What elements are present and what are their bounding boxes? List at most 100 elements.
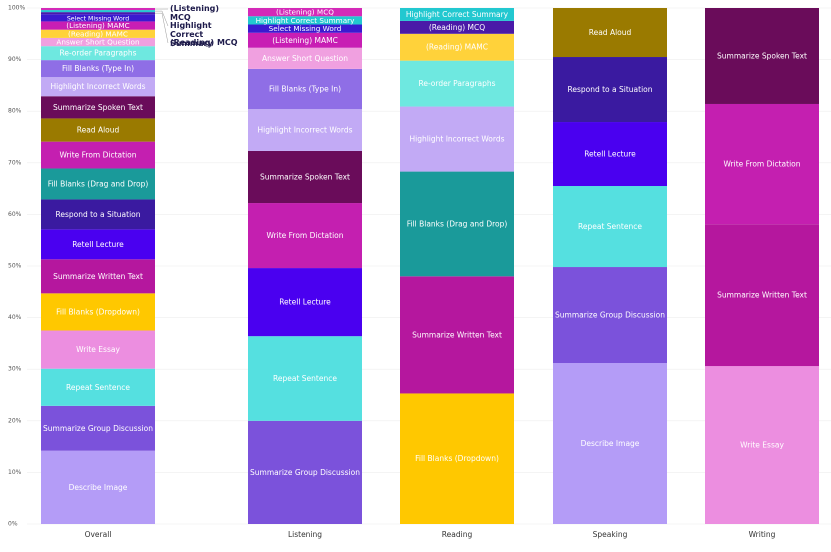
bar-segment: [41, 60, 155, 78]
y-tick-label: 100%: [8, 5, 25, 12]
bar-segment: [41, 14, 155, 22]
callout-label: (Listening) MCQ: [170, 4, 220, 22]
y-tick-label: 60%: [8, 211, 22, 218]
bar-segment: [705, 224, 819, 367]
callout-label: (Reading) MCQ: [170, 38, 238, 47]
bar-segment: [41, 259, 155, 294]
segment-label: Summarize Written Text: [53, 272, 143, 281]
segment-label: Select Missing Word: [269, 24, 342, 33]
segment-label: Highlight Correct Summary: [406, 10, 509, 19]
segment-label: Fill Blanks (Dropdown): [56, 307, 140, 316]
segment-label: Describe Image: [69, 483, 128, 492]
bar-segment: [41, 368, 155, 406]
segment-label: Answer Short Question: [262, 54, 348, 63]
segment-label: Fill Blanks (Type In): [269, 85, 341, 94]
segment-label: Highlight Incorrect Words: [409, 135, 504, 144]
segment-label: Fill Blanks (Drag and Drop): [407, 219, 508, 228]
segment-label: Write From Dictation: [266, 231, 343, 240]
segment-label: Repeat Sentence: [273, 374, 337, 383]
segment-label: Answer Short Question: [56, 38, 139, 47]
bar-segment: [400, 276, 514, 394]
bar-segment: [553, 363, 667, 524]
bar-segment: [400, 393, 514, 524]
bar-segment: [41, 10, 155, 13]
segment-label: Write From Dictation: [59, 151, 136, 160]
y-tick-label: 20%: [8, 417, 22, 424]
segment-label: (Listening) MCQ: [276, 8, 334, 17]
segment-label: (Reading) MAMC: [426, 43, 488, 52]
bar-segment: [400, 60, 514, 107]
segment-label: Summarize Spoken Text: [717, 51, 807, 60]
bar-segment: [553, 186, 667, 268]
bar-segment: [41, 77, 155, 97]
bar-segment: [400, 106, 514, 172]
x-tick-label: Overall: [85, 530, 112, 539]
bar-segment: [41, 37, 155, 47]
bar-segment: [248, 47, 362, 69]
segment-label: Retell Lecture: [72, 240, 124, 249]
bar-segment: [41, 46, 155, 61]
bar-segment: [400, 8, 514, 21]
bar-segment: [553, 8, 667, 58]
x-tick-label: Listening: [288, 530, 322, 539]
segment-label: Retell Lecture: [584, 150, 636, 159]
y-tick-label: 50%: [8, 263, 22, 270]
segment-label: Summarize Written Text: [412, 330, 502, 339]
bar-segment: [248, 68, 362, 110]
segment-label: Re-order Paragraphs: [59, 49, 136, 58]
bar-segment: [41, 293, 155, 331]
segment-label: Repeat Sentence: [578, 222, 642, 231]
x-tick-label: Reading: [442, 530, 473, 539]
bar-segment: [41, 229, 155, 260]
callout-leader: [155, 12, 169, 44]
bar-segment: [41, 21, 155, 30]
callout-label: Highlight Correct Summary: [170, 21, 213, 48]
segment-label: Highlight Incorrect Words: [257, 126, 352, 135]
bar-segment: [553, 57, 667, 123]
bar-segment: [705, 366, 819, 524]
bar-segment: [553, 122, 667, 187]
segment-label: Retell Lecture: [279, 298, 331, 307]
segment-label: (Reading) MAMC: [68, 29, 128, 38]
y-tick-label: 10%: [8, 469, 22, 476]
x-tick-label: Speaking: [593, 530, 628, 539]
segment-label: Summarize Spoken Text: [260, 172, 350, 181]
bar-segment: [41, 12, 155, 15]
bar-segment: [400, 171, 514, 277]
y-tick-label: 80%: [8, 108, 22, 115]
bar-segment: [41, 96, 155, 119]
segment-label: Highlight Incorrect Words: [50, 82, 145, 91]
bar-segment: [41, 118, 155, 142]
y-tick-label: 70%: [8, 159, 22, 166]
segment-label: Write From Dictation: [723, 160, 800, 169]
bar-segment: [41, 330, 155, 369]
segment-label: Highlight Correct Summary: [256, 16, 356, 25]
segment-label: (Listening) MAMC: [66, 21, 129, 30]
bar-segment: [248, 109, 362, 151]
bar-segment: [553, 267, 667, 364]
bar-segment: [41, 8, 155, 11]
segment-label: Summarize Group Discussion: [43, 424, 153, 433]
x-tick-label: Writing: [749, 530, 776, 539]
segment-label: Fill Blanks (Type In): [62, 64, 134, 73]
bar-segment: [705, 103, 819, 225]
segment-label: Summarize Spoken Text: [53, 103, 143, 112]
bar-segment: [248, 150, 362, 204]
segment-label: Read Aloud: [589, 28, 632, 37]
y-tick-label: 30%: [8, 366, 22, 373]
segment-label: Re-order Paragraphs: [418, 79, 495, 88]
callout-leader: [155, 10, 169, 27]
bar-segment: [248, 16, 362, 25]
bar-segment: [41, 168, 155, 200]
bar-segment: [41, 141, 155, 169]
bar-segment: [400, 20, 514, 34]
segment-label: Fill Blanks (Drag and Drop): [48, 179, 149, 188]
bar-segment: [41, 450, 155, 524]
y-tick-label: 40%: [8, 314, 22, 321]
bar-segment: [41, 405, 155, 451]
segment-label: Summarize Group Discussion: [250, 468, 360, 477]
segment-label: Read Aloud: [77, 126, 120, 135]
bar-segment: [41, 199, 155, 230]
